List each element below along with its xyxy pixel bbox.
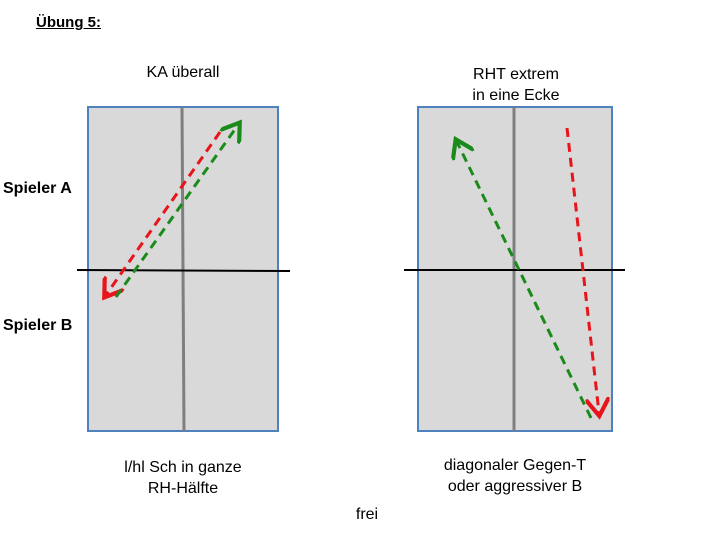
right-court-top-label-line2: in eine Ecke (472, 87, 560, 104)
right-court-bottom-label: diagonaler Gegen-T oder aggressiver B (408, 455, 622, 497)
left-court-red-arrow (106, 131, 222, 295)
left-court-bottom-label: l/hl Sch in ganze RH-Hälfte (88, 457, 278, 499)
left-court-net (76, 269, 291, 272)
left-court-center-line (180, 106, 186, 432)
left-court-top-label: KA überall (146, 64, 220, 81)
right-court-green-arrow (457, 142, 593, 419)
player-a-label: Spieler A (3, 180, 72, 197)
right-court-red-arrow (565, 127, 599, 413)
left-court (76, 106, 291, 432)
right-court-bottom-label-line1: diagonaler Gegen-T (443, 457, 587, 474)
left-court-bottom-label-line2: RH-Hälfte (147, 480, 219, 497)
right-court-top-label: RHT extrem in eine Ecke (418, 64, 614, 106)
left-court-bottom-label-line1: l/hl Sch in ganze (124, 459, 242, 476)
player-b-label: Spieler B (3, 317, 73, 334)
footer-label: frei (355, 506, 379, 523)
right-court (404, 106, 625, 432)
right-court-top-label-line1: RHT extrem (473, 66, 559, 83)
right-court-bottom-label-line2: oder aggressiver B (447, 478, 583, 495)
exercise-title: Übung 5: (36, 14, 101, 31)
left-court-green-arrow (114, 125, 238, 298)
